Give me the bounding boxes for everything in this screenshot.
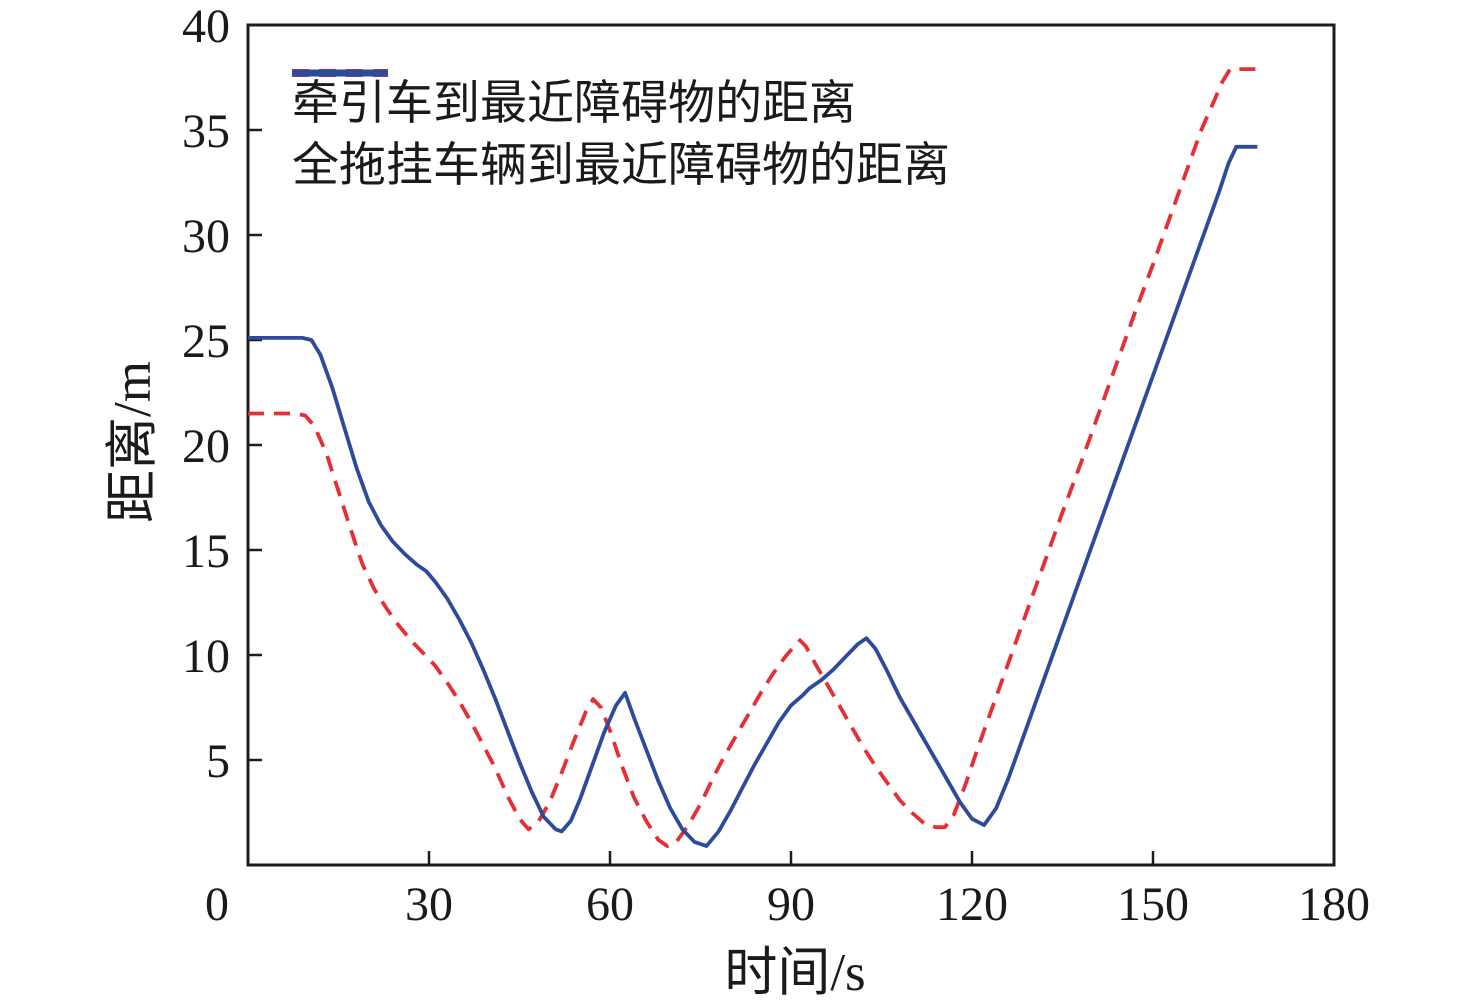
- x-tick-label-60: 60: [586, 878, 634, 931]
- x-tick-label-90: 90: [767, 878, 815, 931]
- legend: 牵引车到最近障碍物的距离 全拖挂车辆到最近障碍物的距离: [292, 67, 950, 192]
- x-tick-label-0: 0: [205, 878, 229, 931]
- x-tick-label-150: 150: [1117, 878, 1189, 931]
- legend-label-trailer: 全拖挂车辆到最近障碍物的距离: [292, 139, 950, 192]
- legend-item-tractor: 牵引车到最近障碍物的距离: [292, 67, 950, 130]
- y-tick-label-35: 35: [182, 105, 230, 158]
- x-axis-title: 时间/s: [724, 944, 866, 1002]
- y-tick-label-20: 20: [182, 420, 230, 473]
- y-tick-label-30: 30: [182, 210, 230, 263]
- legend-item-trailer: 全拖挂车辆到最近障碍物的距离: [292, 69, 950, 192]
- x-tick-label-30: 30: [405, 878, 453, 931]
- y-tick-label-40: 40: [182, 0, 230, 53]
- y-axis-title: 距离/m: [104, 361, 162, 523]
- y-tick-label-15: 15: [182, 525, 230, 578]
- y-tick-label-25: 25: [182, 315, 230, 368]
- y-tick-label-5: 5: [206, 735, 230, 788]
- y-tick-label-10: 10: [182, 630, 230, 683]
- x-tick-label-120: 120: [936, 878, 1008, 931]
- x-tick-label-180: 180: [1298, 878, 1370, 931]
- solid-line-swatch: [292, 69, 388, 77]
- legend-label-tractor: 牵引车到最近障碍物的距离: [292, 77, 856, 130]
